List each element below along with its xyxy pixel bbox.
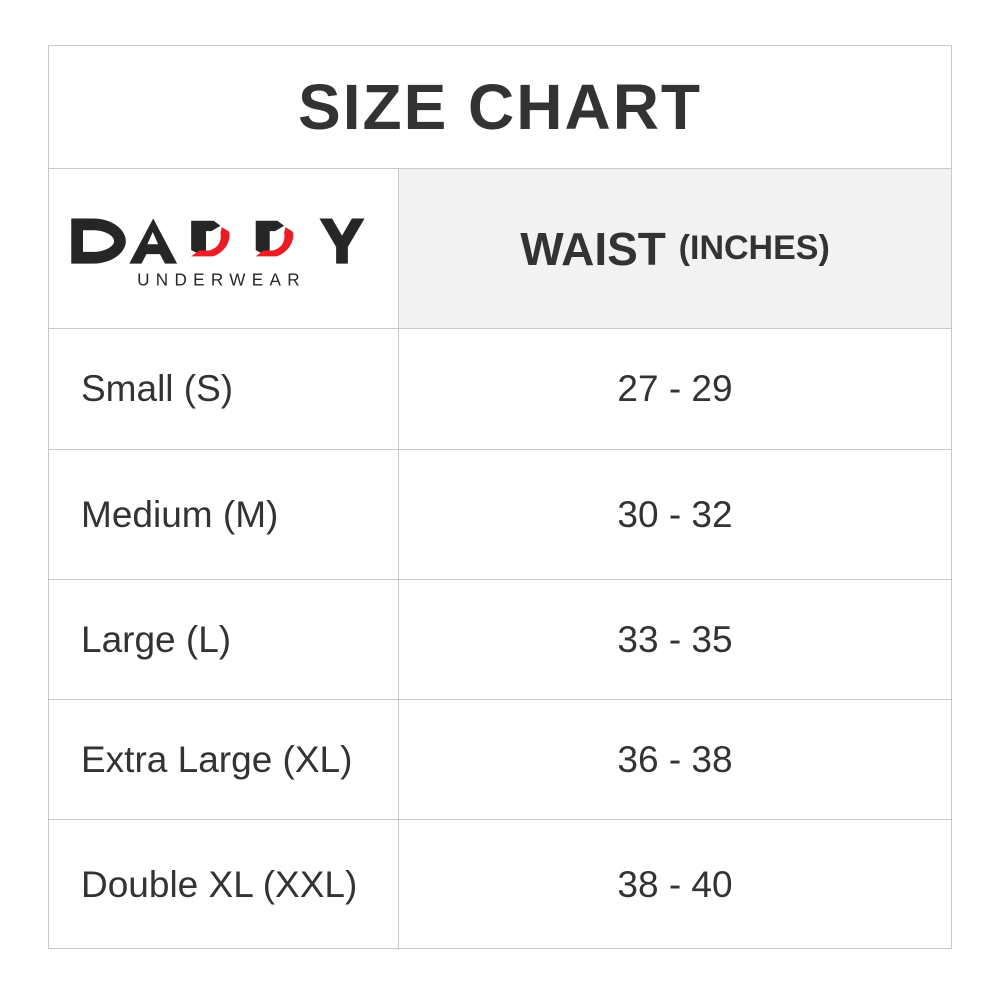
svg-text:UNDERWEAR: UNDERWEAR xyxy=(137,269,306,289)
